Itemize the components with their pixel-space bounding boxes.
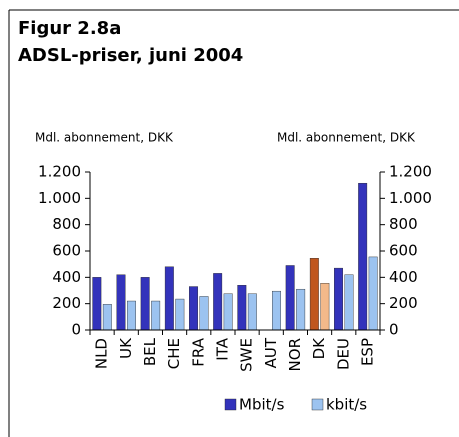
bar xyxy=(116,274,126,331)
y2-tick-label: 1.000 xyxy=(389,189,432,207)
legend-label: Mbit/s xyxy=(239,396,285,414)
bar xyxy=(285,265,295,331)
x-tick-label: ESP xyxy=(358,338,376,366)
bar xyxy=(189,286,198,331)
bar xyxy=(247,293,257,331)
x-tick-label: AUT xyxy=(262,337,280,368)
x-tick-label: BEL xyxy=(141,337,159,366)
bar xyxy=(92,277,102,331)
bar xyxy=(237,285,247,331)
y-tick-label: 600 xyxy=(52,242,81,260)
bar xyxy=(272,290,281,331)
bar xyxy=(223,293,233,331)
chart-subtitle: ADSL-priser, juni 2004 xyxy=(18,45,243,66)
x-tick-label: NOR xyxy=(286,338,304,371)
bar xyxy=(151,300,161,331)
x-tick-label: ITA xyxy=(213,337,231,360)
x-tick-label: SWE xyxy=(238,338,256,372)
y2-tick-label: 400 xyxy=(389,268,418,286)
bar xyxy=(296,288,306,331)
bar xyxy=(358,182,368,331)
bar xyxy=(199,296,209,331)
bar xyxy=(309,258,319,331)
x-tick-label: DEU xyxy=(334,338,352,370)
x-tick-label: FRA xyxy=(189,337,207,366)
y-tick-label: 200 xyxy=(52,294,81,312)
y-tick-label: 400 xyxy=(52,268,81,286)
bar xyxy=(127,300,136,331)
x-tick-label: UK xyxy=(117,337,135,359)
bar xyxy=(213,273,223,331)
y2-tick-label: 200 xyxy=(389,294,418,312)
legend-label: kbit/s xyxy=(326,396,367,414)
y-tick-label: 0 xyxy=(71,321,81,339)
bar xyxy=(334,267,343,331)
bar xyxy=(368,256,378,331)
y-tick-label: 1.200 xyxy=(38,163,81,181)
legend-swatch xyxy=(224,398,237,411)
bar xyxy=(344,274,354,331)
y-tick-label: 1.000 xyxy=(38,189,81,207)
y2-tick-label: 0 xyxy=(389,321,399,339)
y2-tick-label: 1.200 xyxy=(389,163,432,181)
y2-tick-label: 800 xyxy=(389,215,418,233)
y-tick-label: 800 xyxy=(52,215,81,233)
y2-axis-label: Mdl. abonnement, DKK xyxy=(277,131,416,145)
bar xyxy=(164,266,174,331)
y2-tick-label: 600 xyxy=(389,242,418,260)
x-tick-label: CHE xyxy=(165,338,183,369)
legend-swatch xyxy=(311,398,324,411)
bar xyxy=(320,283,330,331)
chart-title: Figur 2.8a xyxy=(18,18,121,39)
bar xyxy=(175,298,185,331)
bar xyxy=(102,304,112,331)
x-tick-label: DK xyxy=(310,337,328,360)
bar xyxy=(140,277,150,331)
y-axis-label: Mdl. abonnement, DKK xyxy=(35,131,174,145)
x-tick-label: NLD xyxy=(93,338,111,369)
